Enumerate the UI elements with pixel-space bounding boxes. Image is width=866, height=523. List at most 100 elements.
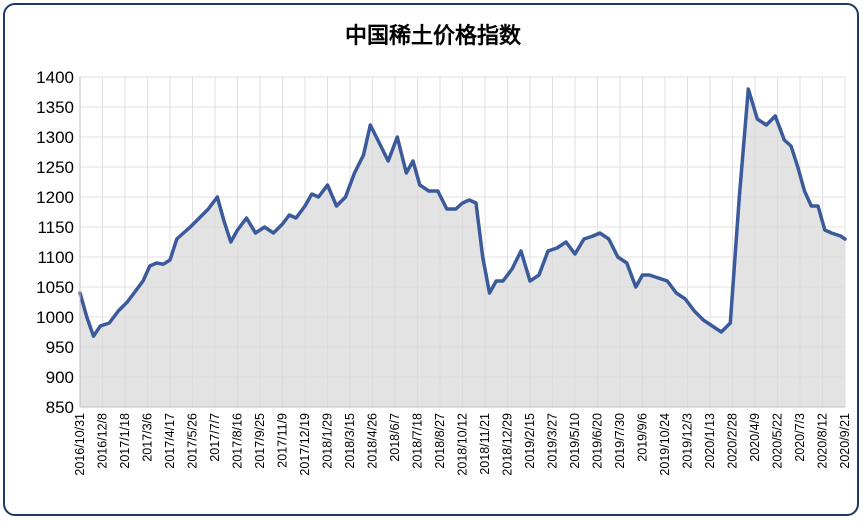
data-point [207, 207, 210, 211]
data-point [693, 309, 696, 313]
y-tick-label: 1100 [37, 248, 74, 267]
data-point [254, 231, 257, 235]
data-point [738, 195, 741, 199]
data-point [607, 237, 610, 241]
data-point [369, 123, 372, 127]
data-point [461, 201, 464, 205]
data-point [537, 273, 541, 277]
data-point [783, 138, 786, 142]
data-point [117, 309, 120, 313]
y-tick-label: 950 [46, 338, 74, 357]
data-point [141, 279, 145, 283]
y-tick-label: 1050 [36, 278, 74, 297]
data-point [198, 216, 201, 220]
data-point [168, 258, 172, 262]
data-point [344, 195, 347, 199]
series-line [78, 87, 847, 338]
x-tick-label: 2018/10/12 [456, 413, 470, 476]
x-tick-label: 2019/3/27 [546, 413, 560, 469]
data-point [625, 261, 628, 265]
data-point [657, 276, 660, 280]
data-point [573, 252, 577, 256]
data-point [803, 189, 806, 193]
data-point [445, 207, 448, 211]
data-point [729, 321, 732, 325]
data-point [162, 263, 165, 266]
data-point [126, 300, 129, 304]
data-point [830, 231, 833, 235]
data-point [236, 228, 239, 232]
data-point [326, 183, 329, 187]
data-point [263, 225, 266, 229]
data-point [387, 159, 390, 163]
x-tick-label: 2020/8/12 [816, 413, 830, 469]
data-point [648, 273, 651, 277]
x-tick-label: 2020/5/22 [771, 413, 785, 469]
x-tick-label: 2020/9/21 [838, 413, 852, 469]
data-point [288, 213, 291, 217]
x-tick-label: 2016/10/31 [73, 413, 87, 476]
data-point [92, 335, 95, 338]
data-point [148, 264, 151, 268]
y-tick-label: 1200 [36, 188, 74, 207]
data-point [135, 288, 138, 292]
x-tick-label: 2017/12/19 [298, 413, 312, 476]
data-point [641, 273, 644, 277]
data-point [634, 285, 637, 289]
data-point [353, 171, 356, 175]
data-point [245, 216, 248, 220]
y-tick-label: 1400 [36, 68, 74, 87]
data-point [564, 240, 568, 244]
data-point [711, 324, 714, 328]
x-tick-label: 2019/7/30 [613, 413, 627, 469]
x-tick-label: 2019/12/3 [681, 413, 695, 469]
data-point [555, 246, 559, 250]
x-tick-label: 2018/4/26 [366, 413, 380, 469]
x-tick-label: 2019/9/6 [636, 413, 650, 462]
data-point [823, 228, 826, 232]
data-point [427, 189, 430, 193]
data-point [216, 195, 219, 199]
data-point [666, 279, 669, 283]
x-tick-label: 2017/4/17 [163, 413, 177, 469]
data-point [501, 279, 505, 283]
data-point [481, 255, 484, 259]
x-tick-label: 2018/3/15 [343, 413, 357, 469]
data-point [720, 330, 723, 334]
x-tick-label: 2017/8/16 [231, 413, 245, 469]
x-tick-label: 2020/7/3 [793, 413, 807, 462]
data-point [495, 279, 498, 283]
data-point [582, 237, 586, 241]
x-tick-label: 2018/12/29 [501, 413, 515, 476]
data-point [684, 297, 687, 301]
x-tick-label: 2017/9/25 [253, 413, 267, 469]
data-point [182, 231, 185, 235]
data-point [468, 198, 471, 202]
data-point [436, 189, 439, 193]
data-point [272, 231, 275, 235]
y-tick-label: 1250 [36, 158, 74, 177]
data-point [546, 249, 550, 253]
data-point [810, 204, 813, 208]
y-tick-label: 1350 [36, 98, 74, 117]
data-point [310, 192, 313, 196]
y-tick-label: 1000 [36, 308, 74, 327]
x-tick-label: 2019/2/15 [523, 413, 537, 469]
x-tick-label: 2017/7/7 [208, 413, 222, 462]
data-point [488, 291, 491, 295]
x-tick-label: 2018/7/18 [411, 413, 425, 469]
data-point [229, 240, 232, 244]
data-point [702, 318, 705, 322]
chart-title: 中国稀土价格指数 [344, 24, 521, 49]
x-tick-label: 2019/10/24 [658, 413, 672, 476]
data-point [418, 183, 421, 187]
x-tick-label: 2017/1/18 [118, 413, 132, 469]
data-point [598, 231, 601, 235]
data-point [362, 153, 365, 157]
data-point [528, 279, 532, 283]
data-point [747, 87, 750, 91]
data-point [765, 123, 768, 127]
data-point [519, 249, 523, 253]
y-tick-label: 1300 [36, 128, 74, 147]
